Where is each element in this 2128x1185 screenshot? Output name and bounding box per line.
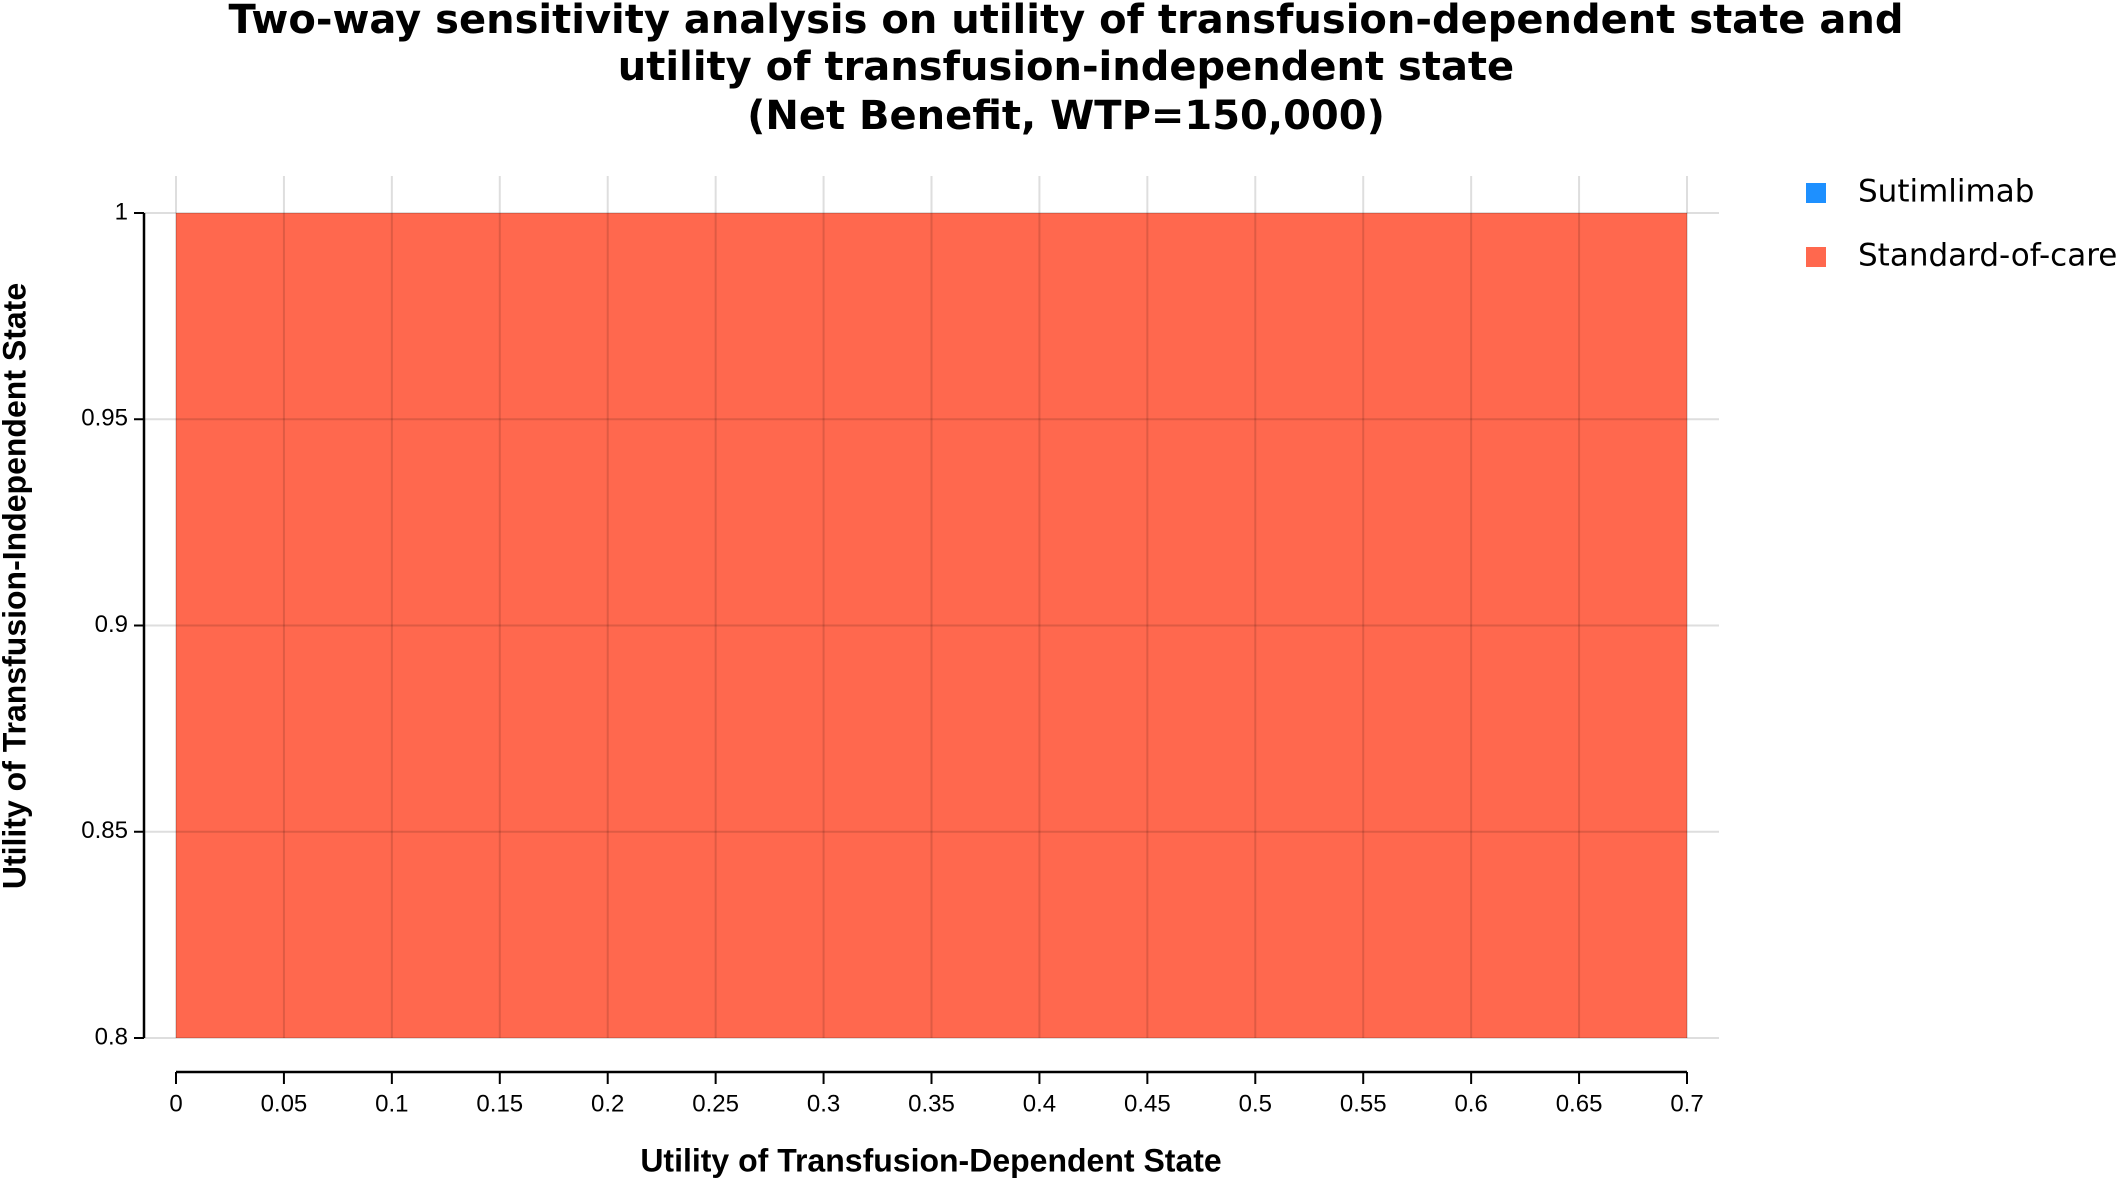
x-tick-label: 0.15 xyxy=(476,1090,523,1117)
y-tick-label: 1 xyxy=(115,198,128,225)
legend-swatch xyxy=(1806,183,1826,203)
x-tick-label: 0.55 xyxy=(1340,1090,1387,1117)
x-tick-label: 0.7 xyxy=(1670,1090,1703,1117)
x-tick-label: 0.25 xyxy=(692,1090,739,1117)
chart-title: utility of transfusion-independent state xyxy=(618,44,1514,90)
x-tick-label: 0.1 xyxy=(375,1090,408,1117)
chart-title: Two-way sensitivity analysis on utility … xyxy=(229,0,1904,43)
x-tick-label: 0.65 xyxy=(1556,1090,1603,1117)
y-tick-label: 0.95 xyxy=(81,405,128,432)
y-tick-label: 0.85 xyxy=(81,817,128,844)
x-tick-label: 0.5 xyxy=(1239,1090,1272,1117)
x-tick-label: 0.45 xyxy=(1124,1090,1171,1117)
x-axis-title: Utility of Transfusion-Dependent State xyxy=(640,1142,1221,1178)
x-tick-label: 0.05 xyxy=(261,1090,308,1117)
region xyxy=(176,213,1687,1038)
x-tick-label: 0 xyxy=(169,1090,182,1117)
chart-title: (Net Benefit, WTP=150,000) xyxy=(747,93,1385,139)
legend-label: Sutimlimab xyxy=(1858,174,2034,210)
x-tick-label: 0.35 xyxy=(908,1090,955,1117)
x-tick-label: 0.3 xyxy=(807,1090,840,1117)
x-tick-label: 0.2 xyxy=(591,1090,624,1117)
x-tick-label: 0.4 xyxy=(1023,1090,1056,1117)
y-tick-label: 0.9 xyxy=(95,611,128,638)
y-axis-title: Utility of Transfusion-Independent State xyxy=(0,283,32,889)
y-tick-label: 0.8 xyxy=(95,1023,128,1050)
legend-swatch xyxy=(1806,247,1826,267)
x-tick-label: 0.6 xyxy=(1454,1090,1487,1117)
legend-label: Standard-of-care xyxy=(1858,238,2117,274)
